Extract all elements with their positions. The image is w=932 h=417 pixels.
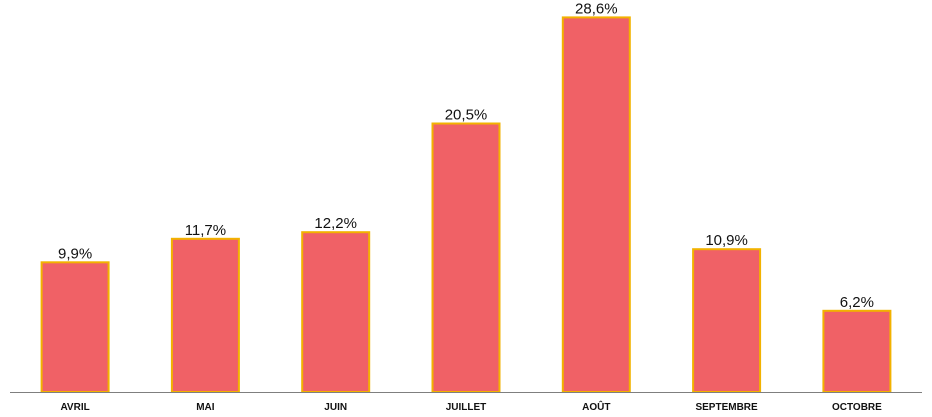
value-label: 11,7%	[185, 222, 226, 239]
category-label: MAI	[196, 402, 215, 413]
value-label: 10,9%	[705, 232, 748, 249]
category-label: OCTOBRE	[832, 402, 882, 413]
bars-group	[40, 16, 892, 394]
value-label: 9,9%	[58, 245, 92, 262]
bar-août	[561, 16, 631, 394]
category-label: AVRIL	[60, 402, 89, 413]
value-label: 20,5%	[445, 107, 488, 124]
category-label: SEPTEMBRE	[695, 402, 758, 413]
value-label: 12,2%	[314, 215, 357, 232]
bar-mai	[170, 237, 240, 393]
value-labels-group: 9,9% 11,7% 12,2% 20,5% 28,6% 10,9% 6,2%	[58, 0, 874, 310]
category-label: AOÛT	[582, 400, 610, 413]
category-label: JUIN	[324, 402, 347, 413]
bar-juin	[301, 231, 371, 393]
bar-octobre	[822, 309, 892, 393]
value-label: 28,6%	[575, 0, 618, 17]
value-label: 6,2%	[840, 294, 874, 311]
bar-septembre	[692, 248, 762, 393]
category-labels-group: AVRIL MAI JUIN JUILLET AOÛT SEPTEMBRE OCTOBRE	[60, 400, 882, 413]
category-label: JUILLET	[446, 402, 487, 413]
bar-avril	[40, 261, 110, 393]
bar-juillet	[431, 122, 501, 393]
